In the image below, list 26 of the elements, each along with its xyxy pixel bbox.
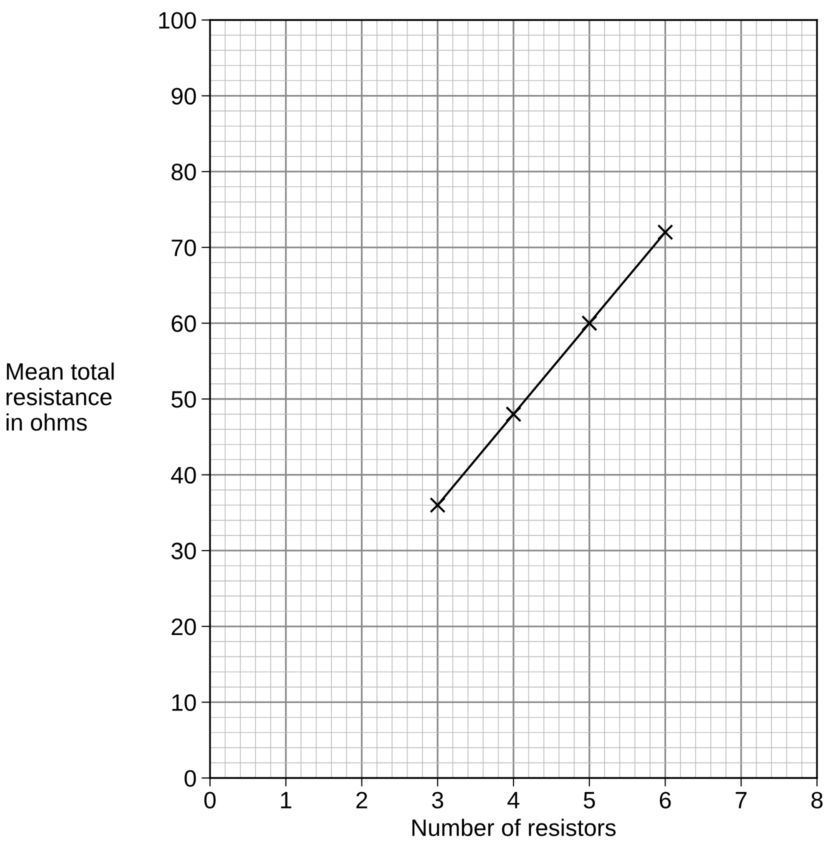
y-axis-title: Mean total resistance in ohms	[6, 362, 114, 431]
y-tick-label: 10	[172, 694, 196, 711]
x-tick-label: 1	[281, 792, 292, 808]
x-tick-label: 5	[584, 792, 595, 809]
y-tick-label: 0	[184, 770, 196, 787]
x-tick-label: 6	[660, 792, 671, 809]
x-tick-label: 7	[736, 792, 747, 808]
y-tick-label: 100	[159, 12, 196, 29]
x-tick-label: 2	[356, 792, 368, 808]
x-tick-label: 0	[204, 792, 216, 809]
point	[430, 497, 446, 514]
point	[657, 224, 674, 240]
y-tick-label: 20	[172, 618, 196, 636]
y-tick-label: 40	[171, 466, 196, 484]
y-tick-label: 90	[172, 88, 196, 105]
x-tick-label: 3	[432, 792, 444, 809]
point	[506, 406, 522, 422]
x-tick-label: 8	[811, 792, 823, 809]
y-tick-label: 70	[172, 239, 196, 256]
y-tick-label: 30	[171, 542, 196, 560]
y-tick-label: 50	[171, 391, 196, 408]
y-tick-label: 80	[172, 164, 196, 180]
y-tick-label: 60	[172, 315, 196, 332]
x-tick-label: 4	[507, 792, 520, 808]
point	[581, 315, 598, 332]
x-axis-title: Number of resistors	[412, 818, 616, 836]
